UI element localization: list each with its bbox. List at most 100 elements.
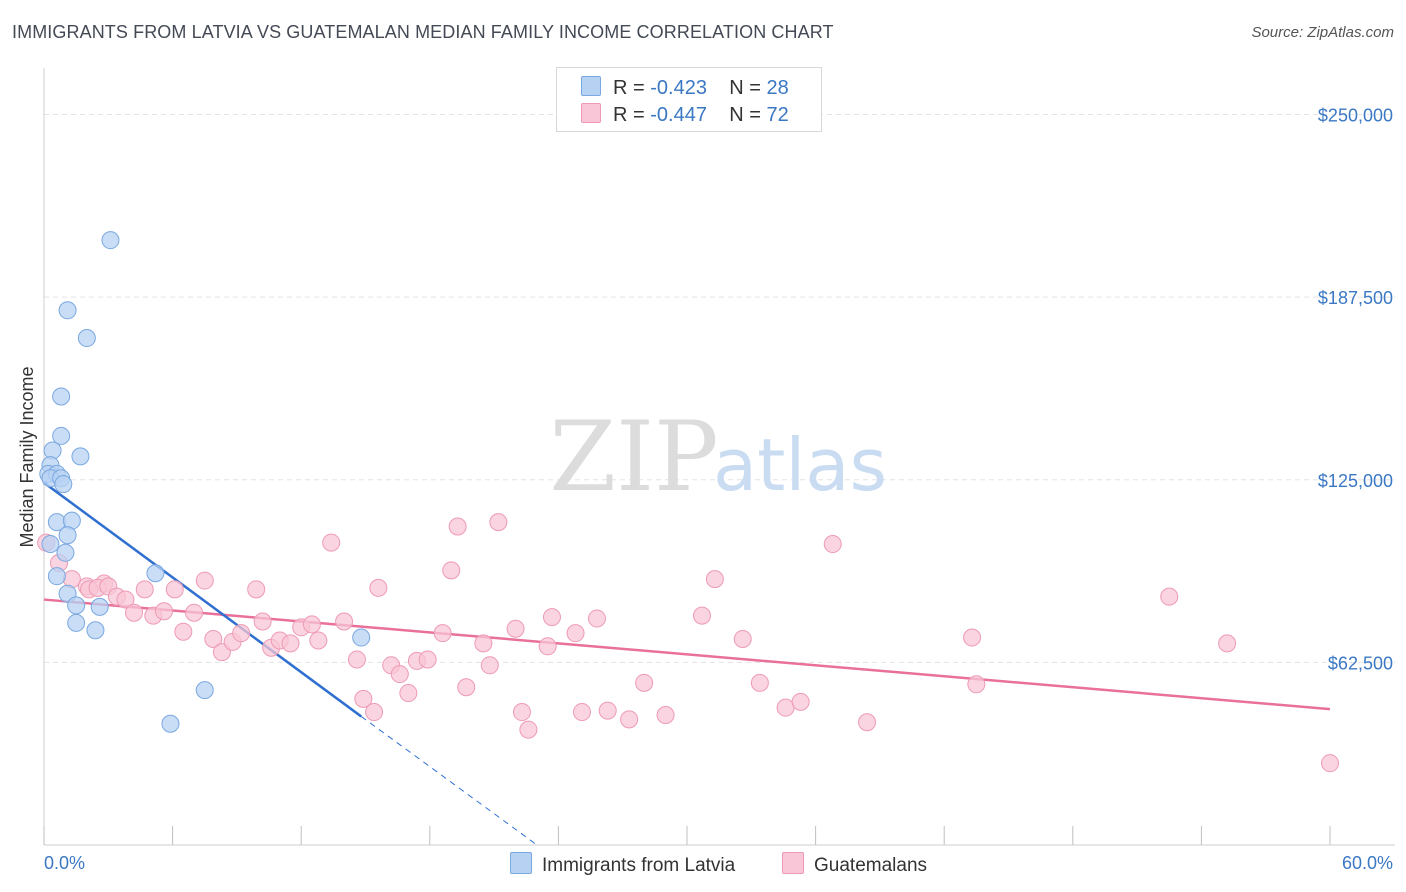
grid-lines bbox=[44, 114, 1395, 663]
data-point-latvia bbox=[71, 447, 90, 466]
x-tick-label-min: 0.0% bbox=[44, 853, 85, 873]
data-point-guatemalans bbox=[823, 535, 842, 554]
data-point-guatemalans bbox=[480, 656, 499, 675]
legend-r-value: -0.423 bbox=[650, 77, 707, 99]
watermark-atlas: atlas bbox=[713, 423, 887, 507]
data-point-guatemalans bbox=[457, 678, 476, 697]
y-tick-label: $62,500 bbox=[1328, 653, 1393, 673]
legend-r-value: -0.447 bbox=[650, 104, 707, 126]
data-point-latvia bbox=[352, 628, 371, 647]
data-point-guatemalans bbox=[750, 673, 769, 692]
data-point-guatemalans bbox=[125, 603, 144, 622]
bottom-legend-swatch-guatemalans bbox=[782, 852, 804, 874]
tick-labels: $62,500 $125,000 $187,500 $250,000 0.0% 60.0% bbox=[44, 106, 1393, 873]
data-point-guatemalans bbox=[185, 603, 204, 622]
data-point-guatemalans bbox=[232, 624, 251, 643]
data-point-guatemalans bbox=[519, 720, 538, 739]
data-point-guatemalans bbox=[635, 673, 654, 692]
data-point-guatemalans bbox=[598, 701, 617, 720]
data-point-guatemalans bbox=[705, 570, 724, 589]
data-point-guatemalans bbox=[542, 608, 561, 627]
trend-line-guatemalans bbox=[43, 598, 1331, 711]
legend-n-value: 28 bbox=[766, 77, 789, 99]
data-point-latvia bbox=[161, 714, 180, 733]
data-point-guatemalans bbox=[566, 624, 585, 643]
data-point-latvia bbox=[56, 543, 75, 562]
data-point-guatemalans bbox=[247, 580, 266, 599]
y-tick-label: $187,500 bbox=[1318, 288, 1393, 308]
axes bbox=[43, 68, 1395, 846]
data-point-guatemalans bbox=[1321, 754, 1339, 773]
data-point-guatemalans bbox=[963, 628, 982, 647]
bottom-legend-swatch-latvia bbox=[510, 852, 532, 874]
data-point-latvia bbox=[90, 597, 109, 616]
data-point-latvia bbox=[146, 564, 165, 583]
data-point-guatemalans bbox=[309, 631, 328, 650]
legend-swatch-latvia bbox=[581, 76, 601, 96]
data-point-latvia bbox=[41, 535, 60, 554]
data-point-guatemalans bbox=[390, 665, 409, 684]
data-point-guatemalans bbox=[135, 580, 154, 599]
bottom-legend-latvia: Immigrants from Latvia bbox=[510, 852, 735, 877]
y-axis-label: Median Family Income bbox=[17, 366, 37, 547]
data-point-guatemalans bbox=[587, 609, 606, 628]
data-point-guatemalans bbox=[791, 692, 810, 711]
data-point-guatemalans bbox=[165, 580, 184, 599]
data-point-latvia bbox=[54, 475, 73, 494]
data-point-guatemalans bbox=[538, 637, 557, 656]
legend-n-value: 72 bbox=[766, 104, 789, 126]
data-point-guatemalans bbox=[967, 675, 986, 694]
data-point-guatemalans bbox=[354, 689, 373, 708]
data-point-guatemalans bbox=[399, 684, 418, 703]
data-point-latvia bbox=[67, 613, 86, 632]
data-point-guatemalans bbox=[656, 705, 675, 724]
data-point-guatemalans bbox=[335, 612, 354, 631]
legend-row-guatemalans: R = -0.447 N = 72 bbox=[581, 103, 789, 127]
chart-title: IMMIGRANTS FROM LATVIA VS GUATEMALAN MED… bbox=[12, 22, 834, 42]
data-point-latvia bbox=[58, 301, 77, 320]
legend-swatch-guatemalans bbox=[581, 103, 601, 123]
data-point-latvia bbox=[67, 596, 86, 615]
data-point-latvia bbox=[47, 567, 66, 586]
data-point-guatemalans bbox=[1160, 587, 1179, 606]
data-point-guatemalans bbox=[733, 630, 752, 649]
data-point-guatemalans bbox=[174, 622, 193, 641]
data-point-guatemalans bbox=[322, 533, 341, 552]
trend-lines bbox=[43, 481, 1331, 846]
data-point-guatemalans bbox=[448, 517, 467, 536]
data-point-guatemalans bbox=[155, 602, 174, 621]
data-point-latvia bbox=[52, 387, 71, 406]
bottom-legend-label-guatemalans: Guatemalans bbox=[814, 855, 928, 876]
trend-line-latvia bbox=[43, 481, 362, 718]
data-point-latvia bbox=[101, 231, 120, 250]
stats-legend: R = -0.423 N = 28 R = -0.447 N = 72 bbox=[556, 67, 822, 132]
data-point-guatemalans bbox=[204, 630, 223, 649]
data-point-guatemalans bbox=[489, 513, 508, 532]
data-point-guatemalans bbox=[418, 650, 437, 669]
legend-n-label: N = bbox=[729, 77, 761, 99]
data-point-guatemalans bbox=[776, 698, 795, 717]
legend-row-latvia: R = -0.423 N = 28 bbox=[581, 76, 789, 100]
x-tick-label-max: 60.0% bbox=[1342, 853, 1393, 873]
data-point-guatemalans bbox=[693, 606, 712, 625]
data-point-latvia bbox=[86, 621, 105, 640]
data-point-guatemalans bbox=[512, 703, 531, 722]
data-point-latvia bbox=[77, 329, 96, 348]
watermark-zip: ZIP bbox=[549, 401, 718, 513]
y-tick-label: $250,000 bbox=[1318, 106, 1393, 126]
data-point-guatemalans bbox=[365, 703, 384, 722]
data-point-guatemalans bbox=[858, 713, 877, 732]
data-point-guatemalans bbox=[369, 578, 388, 597]
bottom-legend-guatemalans: Guatemalans bbox=[782, 852, 927, 877]
bottom-legend: Immigrants from Latvia Guatemalans bbox=[0, 852, 1406, 878]
data-point-guatemalans bbox=[1218, 634, 1237, 653]
data-point-guatemalans bbox=[347, 650, 366, 669]
series-guatemalans bbox=[37, 513, 1339, 773]
data-point-latvia bbox=[195, 681, 214, 700]
legend-r-label: R = bbox=[613, 104, 645, 126]
data-point-guatemalans bbox=[302, 615, 321, 634]
data-point-guatemalans bbox=[116, 590, 135, 609]
data-point-guatemalans bbox=[281, 634, 300, 653]
data-point-guatemalans bbox=[572, 703, 591, 722]
